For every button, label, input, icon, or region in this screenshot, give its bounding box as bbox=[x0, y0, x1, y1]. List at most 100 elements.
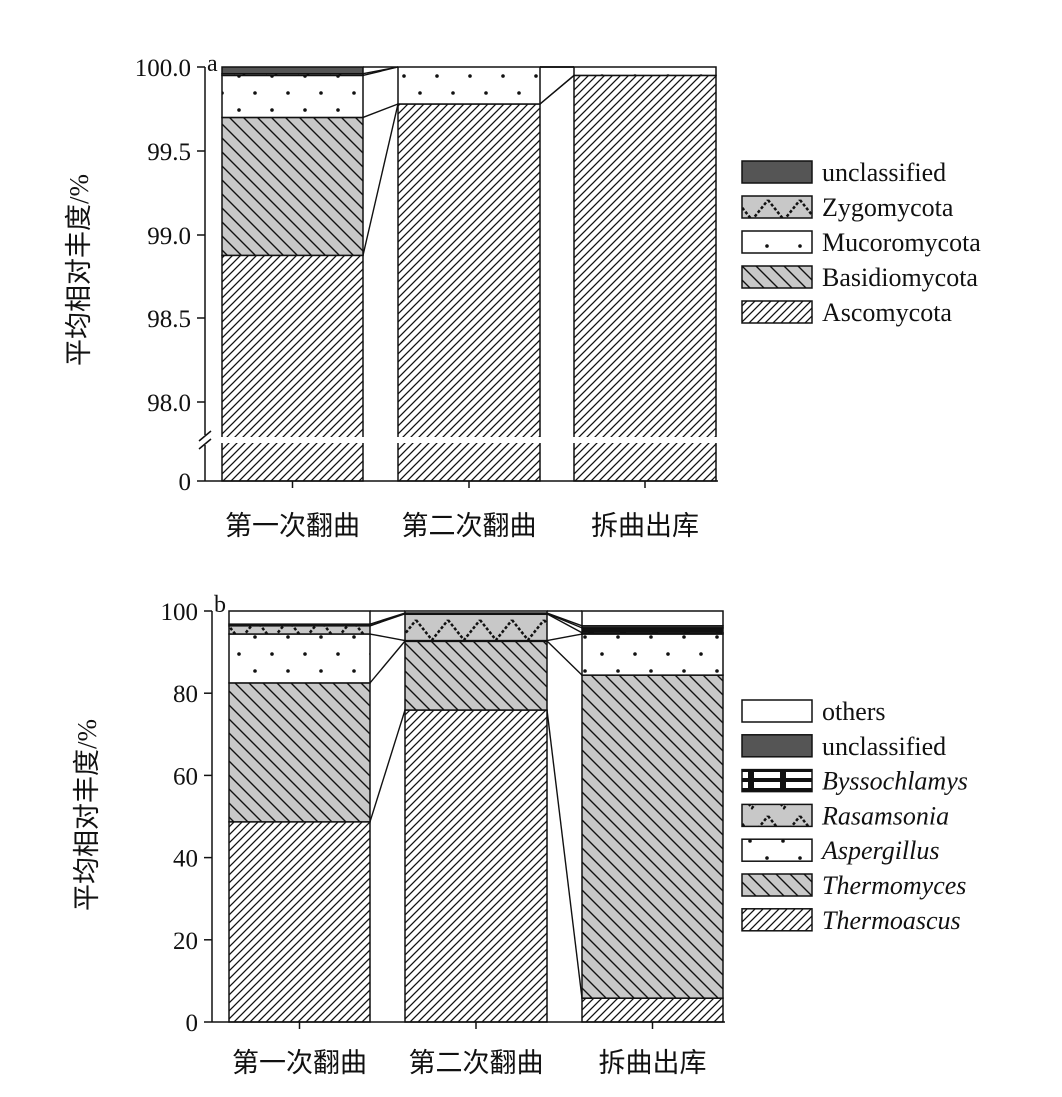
chart-panel-b: 0 20 40 60 80 100 第一次翻曲 第二次翻曲 拆曲出库 b 平均相对丰度/% other… bbox=[72, 592, 968, 1078]
bar-segment-thermoascus bbox=[404, 709, 548, 1023]
chart-panel-a: 0 98.0 98.5 99.0 99.5 100.0 第一次翻曲 第二次翻曲 拆曲出库 a 平均相… bbox=[64, 51, 981, 541]
bar-segment-aspergillus bbox=[581, 633, 724, 676]
y-tick-label: 0 bbox=[186, 1010, 199, 1037]
bar-segment-ascomycota bbox=[573, 74, 717, 482]
legend-label: Ascomycota bbox=[822, 298, 952, 327]
legend-label: unclassified bbox=[822, 732, 946, 761]
legend-label: Byssochlamys bbox=[822, 767, 968, 796]
x-tick-label: 第一次翻曲 bbox=[232, 1048, 367, 1078]
bar-segment-mucoromycota bbox=[397, 66, 541, 105]
axis-break-gap bbox=[572, 437, 718, 443]
y-tick-label: 40 bbox=[173, 846, 198, 873]
bar-1 bbox=[220, 66, 365, 482]
bar-segment-others bbox=[581, 610, 724, 627]
bar-segment-ascomycota bbox=[221, 254, 364, 482]
legend-label: Zygomycota bbox=[822, 193, 954, 222]
axis-break-mark bbox=[198, 430, 212, 442]
bar-segment-others bbox=[404, 610, 548, 614]
connector-line bbox=[546, 612, 583, 627]
bar-segment-thermoascus bbox=[581, 997, 724, 1023]
y-axis-title: 平均相对丰度/% bbox=[72, 719, 102, 911]
legend-item-byssochlamys: Byssochlamys bbox=[741, 767, 968, 796]
bar-segment-basidiomycota bbox=[221, 116, 364, 257]
connector-line bbox=[369, 709, 406, 823]
legend-swatch bbox=[741, 803, 813, 828]
bar-2 bbox=[396, 66, 542, 482]
y-tick-label: 98.0 bbox=[147, 390, 191, 417]
y-tick-label: 99.0 bbox=[147, 223, 191, 250]
legend-swatch bbox=[741, 699, 813, 723]
connector-line bbox=[539, 74, 575, 105]
x-tick-label: 拆曲出库 bbox=[599, 1048, 707, 1078]
legend-swatch bbox=[741, 873, 813, 897]
connector-line bbox=[369, 640, 406, 684]
bar-segment-rasamsonia bbox=[404, 613, 548, 642]
bar-segment-thermomyces bbox=[581, 674, 724, 999]
legend: others unclassified Byssochlamys Rasamsonia… bbox=[741, 697, 968, 935]
axis-break-gap bbox=[220, 437, 365, 443]
connector-line bbox=[546, 709, 583, 999]
x-tick-label: 第二次翻曲 bbox=[402, 511, 537, 541]
connector-line bbox=[362, 103, 399, 256]
connector-line bbox=[546, 613, 583, 634]
legend-item-ascomycota: Ascomycota bbox=[741, 298, 952, 327]
y-tick-label: 100.0 bbox=[135, 55, 191, 82]
legend-label: Rasamsonia bbox=[821, 801, 949, 830]
legend-item-thermomyces: Thermomyces bbox=[741, 871, 966, 900]
bar-segment-thermomyces bbox=[404, 640, 548, 711]
legend-label: others bbox=[822, 697, 886, 726]
legend-label: Thermomyces bbox=[822, 871, 966, 900]
connector-line bbox=[362, 66, 399, 75]
legend-item-others: others bbox=[741, 697, 886, 726]
bar-segment-mucoromycota bbox=[573, 66, 717, 77]
y-tick-label: 98.5 bbox=[147, 306, 191, 333]
legend-swatch bbox=[741, 230, 813, 254]
connector-line bbox=[546, 633, 583, 642]
bar-segment-mucoromycota bbox=[221, 74, 364, 119]
bar-2 bbox=[404, 610, 548, 1023]
bar-segment-aspergillus bbox=[228, 633, 371, 684]
legend-item-aspergillus: Aspergillus bbox=[741, 836, 939, 865]
connector-line bbox=[369, 633, 406, 642]
y-tick-label: 80 bbox=[173, 681, 198, 708]
connector-line bbox=[546, 640, 583, 676]
axis-break-mark bbox=[198, 438, 212, 450]
y-axis-title: 平均相对丰度/% bbox=[64, 174, 94, 366]
y-tick-label: 100 bbox=[161, 599, 199, 626]
y-tick-label: 20 bbox=[173, 928, 198, 955]
panel-label: b bbox=[214, 592, 226, 618]
legend-swatch bbox=[741, 838, 813, 862]
legend-label: Aspergillus bbox=[820, 836, 939, 865]
y-tick-label: 60 bbox=[173, 763, 198, 790]
legend-swatch bbox=[741, 908, 813, 932]
bar-segment-ascomycota bbox=[397, 103, 541, 482]
legend-label: unclassified bbox=[822, 158, 946, 187]
bar-3 bbox=[581, 610, 724, 1023]
legend-label: Basidiomycota bbox=[822, 263, 978, 292]
legend-item-basidiomycota: Basidiomycota bbox=[741, 263, 978, 292]
legend-item-thermoascus: Thermoascus bbox=[741, 906, 961, 935]
y-tick-label: 99.5 bbox=[147, 139, 191, 166]
connector-line bbox=[369, 612, 406, 625]
bar-1 bbox=[228, 610, 371, 1023]
legend-item-mucoromycota: Mucoromycota bbox=[741, 228, 981, 257]
legend-item-zygomycota: Zygomycota bbox=[741, 193, 954, 222]
legend-swatch bbox=[741, 300, 813, 324]
bar-segment-unclassified bbox=[221, 66, 364, 75]
bar-segment-others bbox=[228, 610, 371, 625]
legend-item-unclassified: unclassified bbox=[741, 158, 946, 187]
panel-label: a bbox=[207, 51, 218, 77]
bar-3 bbox=[572, 66, 718, 482]
x-tick-label: 第一次翻曲 bbox=[225, 511, 360, 541]
bar-segment-thermoascus bbox=[228, 821, 371, 1023]
y-tick-label: 0 bbox=[179, 469, 192, 496]
x-tick-label: 拆曲出库 bbox=[591, 511, 699, 541]
legend-swatch bbox=[741, 768, 813, 793]
legend-swatch bbox=[741, 160, 813, 184]
axis-break-gap bbox=[396, 437, 542, 443]
legend-swatch bbox=[741, 195, 813, 219]
legend-swatch bbox=[741, 734, 813, 758]
connector-line bbox=[362, 103, 399, 119]
bar-segment-thermomyces bbox=[228, 682, 371, 823]
